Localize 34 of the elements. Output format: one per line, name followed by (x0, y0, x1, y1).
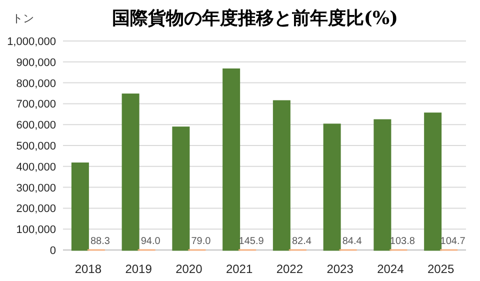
x-tick-label: 2025 (427, 262, 454, 276)
bar (272, 100, 290, 251)
x-tick-label: 2022 (276, 262, 304, 276)
data-label: 84.4 (342, 236, 362, 247)
x-tick-label: 2023 (326, 262, 354, 276)
y-tick-label: 600,000 (16, 120, 56, 132)
y-tick-label: 800,000 (16, 78, 56, 90)
y-axis-title: トン (12, 13, 34, 25)
data-label: 79.0 (191, 236, 212, 247)
y-tick-label: 100,000 (16, 224, 56, 236)
bar (323, 124, 341, 251)
x-tick-label: 2019 (125, 262, 152, 276)
data-label: 88.3 (90, 236, 110, 247)
chart-title: 国際貨物の年度推移と前年度比(%) (112, 8, 398, 29)
y-tick-label: 500,000 (16, 140, 56, 152)
y-tick-label: 400,000 (16, 161, 56, 174)
y-tick-label: 0 (50, 245, 56, 257)
y-tick-label: 200,000 (16, 203, 56, 216)
bar (424, 112, 442, 251)
bar (222, 68, 240, 251)
y-tick-label: 1,000,000 (7, 36, 56, 48)
y-tick-label: 700,000 (16, 98, 56, 111)
y-tick-label: 300,000 (16, 182, 56, 194)
bar (122, 94, 140, 251)
y-tick-label: 900,000 (16, 56, 56, 69)
x-tick-label: 2018 (74, 262, 102, 276)
data-label: 94.0 (140, 236, 161, 247)
bar (71, 162, 89, 251)
x-tick-label: 2021 (226, 262, 253, 276)
data-label: 82.4 (292, 236, 312, 247)
x-tick-label: 2024 (377, 262, 404, 276)
bar (374, 119, 392, 251)
x-tick-label: 2020 (176, 262, 203, 276)
bar (172, 126, 190, 251)
